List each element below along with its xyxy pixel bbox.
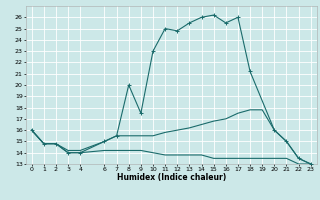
- X-axis label: Humidex (Indice chaleur): Humidex (Indice chaleur): [116, 173, 226, 182]
